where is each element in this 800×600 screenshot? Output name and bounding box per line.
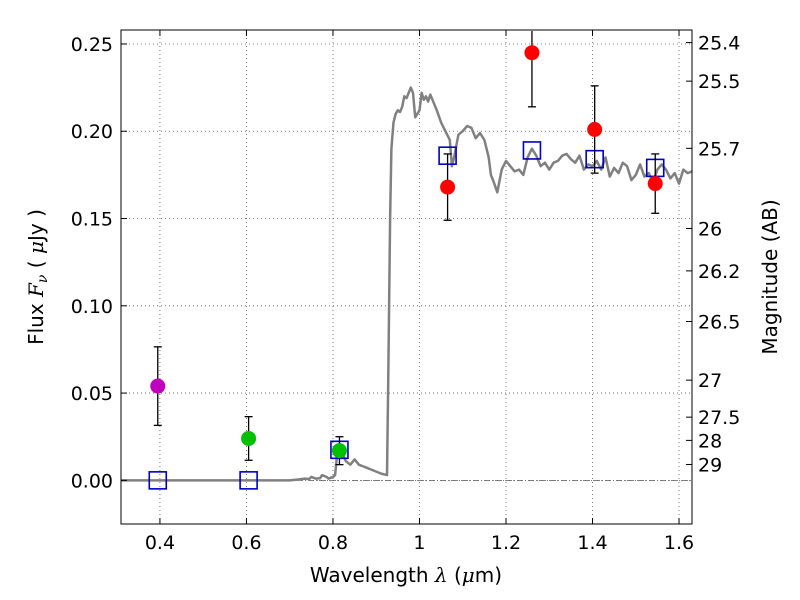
x-tick-label: 1.2 bbox=[491, 532, 521, 554]
observed-point bbox=[241, 430, 257, 446]
y2-tick-label: 27.5 bbox=[698, 407, 740, 429]
y2-tick-label: 29 bbox=[698, 454, 722, 476]
x-tick-label: 1.4 bbox=[577, 532, 607, 554]
y-tick-label: 0.05 bbox=[71, 383, 113, 405]
y2-tick-label: 26.5 bbox=[698, 312, 740, 334]
template-sed bbox=[121, 86, 693, 482]
y2-tick-label: 26.2 bbox=[698, 261, 740, 283]
y2-tick-label: 27 bbox=[698, 370, 722, 392]
y-tick-label: 0.15 bbox=[71, 209, 113, 231]
y2-axis-label: Magnitude (AB) bbox=[758, 199, 782, 354]
model-point bbox=[239, 471, 258, 490]
y-tick-label: 0.20 bbox=[71, 121, 113, 143]
y2-tick-label: 25.5 bbox=[698, 71, 740, 93]
model-photometry bbox=[148, 141, 665, 490]
y-tick-label: 0.00 bbox=[71, 470, 113, 492]
template-sed-line bbox=[121, 86, 693, 482]
y-axis-label: Flux Fν ( μJy ) bbox=[24, 209, 51, 345]
x-tick-label: 0.4 bbox=[145, 532, 175, 554]
x-tick-label: 1.6 bbox=[664, 532, 694, 554]
x-axis-label: Wavelength λ (μm) bbox=[310, 563, 502, 587]
y2-tick-label: 25.7 bbox=[698, 138, 740, 160]
observed-photometry bbox=[150, 31, 663, 466]
observed-point bbox=[440, 179, 456, 195]
y-tick-label: 0.10 bbox=[71, 296, 113, 318]
y2-tick-label: 28 bbox=[698, 430, 722, 452]
plot-frame bbox=[120, 29, 693, 525]
y2-tick-label: 26 bbox=[698, 218, 722, 240]
x-axis-ticks: 0.4 0.6 0.8 1 1.2 1.4 1.6 bbox=[145, 30, 694, 554]
model-point bbox=[148, 471, 168, 490]
observed-point bbox=[647, 176, 663, 192]
observed-point bbox=[587, 121, 603, 137]
y-tick-label: 0.25 bbox=[71, 34, 113, 56]
y2-tick-label: 25.4 bbox=[698, 33, 740, 55]
model-point bbox=[522, 141, 542, 160]
y-axis-ticks: 0.00 0.05 0.10 0.15 0.20 0.25 bbox=[71, 34, 127, 492]
grid-lines bbox=[121, 30, 692, 524]
x-tick-label: 0.8 bbox=[318, 532, 348, 554]
observed-point bbox=[150, 378, 166, 394]
x-tick-label: 0.6 bbox=[231, 532, 261, 554]
observed-point bbox=[524, 45, 540, 61]
x-tick-label: 1 bbox=[413, 532, 425, 554]
observed-point bbox=[331, 443, 347, 459]
